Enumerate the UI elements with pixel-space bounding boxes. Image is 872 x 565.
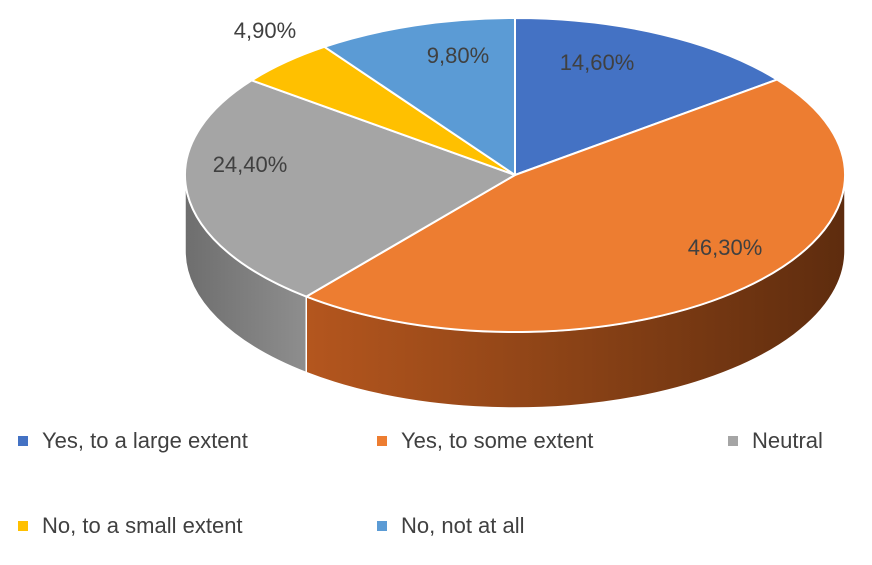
legend-item-neutral: Neutral — [728, 428, 823, 454]
legend-swatch — [728, 436, 738, 446]
pie-label-layer: 14,60% 46,30% 24,40% 4,90% 9,80% — [213, 18, 763, 260]
pie-slice-not-at-all — [323, 17, 516, 176]
data-label-neutral: 24,40% — [213, 152, 288, 177]
legend-label: Yes, to a large extent — [42, 428, 248, 453]
pie-chart: 14,60% 46,30% 24,40% 4,90% 9,80% — [184, 17, 846, 409]
legend-swatch — [18, 521, 28, 531]
legend-label: No, to a small extent — [42, 513, 243, 538]
data-label-some-extent: 46,30% — [688, 235, 763, 260]
legend-swatch — [18, 436, 28, 446]
legend-label: Yes, to some extent — [401, 428, 594, 453]
data-label-not-at-all: 9,80% — [427, 43, 489, 68]
legend-row-1: Yes, to a large extent Yes, to some exte… — [0, 428, 872, 468]
data-label-small-extent: 4,90% — [234, 18, 296, 43]
pie-slice-large-extent — [514, 17, 779, 176]
legend-label: Neutral — [752, 428, 823, 453]
pie-slice-neutral — [184, 79, 516, 298]
pie-slice-some-extent — [305, 78, 846, 334]
legend-item-some-extent: Yes, to some extent — [377, 428, 593, 454]
legend-item-not-at-all: No, not at all — [377, 513, 525, 539]
data-label-large-extent: 14,60% — [560, 50, 635, 75]
legend-item-large-extent: Yes, to a large extent — [18, 428, 248, 454]
legend-swatch — [377, 521, 387, 531]
legend-swatch — [377, 436, 387, 446]
legend-item-small-extent: No, to a small extent — [18, 513, 243, 539]
pie-top-layer — [184, 17, 846, 334]
legend-row-2: No, to a small extent No, not at all — [0, 513, 872, 553]
legend-label: No, not at all — [401, 513, 525, 538]
